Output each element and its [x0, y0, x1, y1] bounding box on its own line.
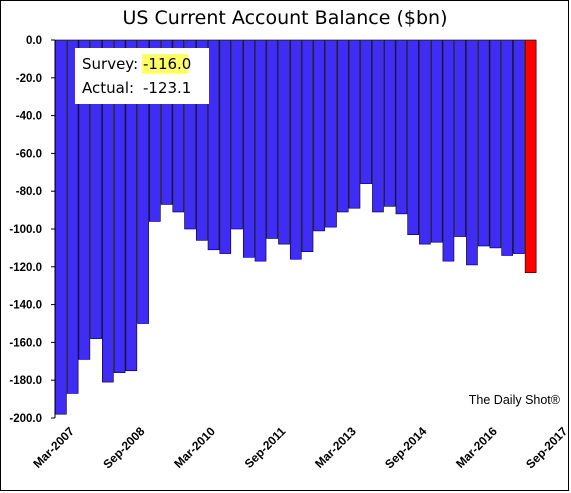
bars	[55, 39, 537, 415]
bar	[430, 39, 443, 243]
y-tick-label: -180.0	[9, 375, 42, 387]
bar	[466, 39, 478, 266]
survey-label: Survey:	[82, 55, 138, 73]
y-tick-label: -60.0	[16, 148, 42, 160]
bar	[454, 39, 466, 237]
bar	[372, 39, 384, 213]
bar	[348, 39, 361, 209]
bar	[113, 39, 126, 373]
y-tick-label: -40.0	[16, 111, 42, 123]
bar	[477, 39, 490, 247]
bar	[184, 39, 196, 230]
bar	[137, 39, 149, 324]
y-tick-label: -20.0	[16, 73, 42, 85]
actual-value: -123.1	[143, 79, 191, 97]
x-tick-label: Sep-2014	[382, 424, 429, 471]
bar	[219, 39, 232, 254]
bar	[55, 39, 67, 415]
y-tick-label: 0.0	[26, 35, 42, 47]
bar	[78, 39, 91, 360]
x-tick-label: Sep-2017	[523, 424, 570, 471]
bar	[266, 39, 279, 239]
bar	[313, 39, 326, 232]
bar	[325, 39, 337, 228]
x-tick-label: Sep-2011	[242, 424, 289, 471]
y-axis: 0.0 -20.0 -40.0 -60.0 -80.0 -100.0 -120.0 -140.…	[9, 35, 56, 425]
bar-latest	[524, 39, 537, 273]
bar	[289, 39, 302, 260]
y-tick-label: -200.0	[9, 413, 42, 425]
y-tick-label: -80.0	[16, 186, 42, 198]
bar	[125, 39, 138, 372]
x-axis: Mar-2007 Sep-2008 Mar-2010 Sep-2011 Mar-2013…	[30, 424, 570, 471]
bar	[66, 39, 79, 394]
legend-box: Survey: -116.0 Actual: -123.1	[75, 48, 209, 104]
bar	[207, 39, 220, 251]
bar	[278, 39, 290, 245]
bar	[442, 39, 455, 262]
x-tick-label: Sep-2008	[100, 424, 147, 471]
bar	[172, 39, 185, 213]
bar	[149, 39, 161, 222]
bar	[301, 39, 314, 252]
x-tick-label: Mar-2007	[30, 424, 77, 471]
bar	[254, 39, 267, 262]
bar	[513, 39, 525, 254]
x-tick-label: Mar-2013	[312, 424, 359, 471]
y-tick-label: -140.0	[9, 300, 42, 312]
y-tick-label: -160.0	[9, 337, 42, 349]
bar	[383, 39, 396, 207]
chart-title: US Current Account Balance ($bn)	[123, 7, 448, 29]
bar	[160, 39, 173, 205]
survey-highlight	[142, 54, 188, 73]
survey-value: -116.0	[143, 55, 191, 73]
bar	[395, 39, 408, 215]
x-tick-label: Mar-2016	[453, 424, 500, 471]
bar	[360, 39, 373, 184]
bar	[195, 39, 208, 241]
bar	[336, 39, 349, 213]
bar	[489, 39, 502, 249]
bar	[501, 39, 513, 256]
bar	[231, 39, 243, 230]
bar	[407, 39, 420, 235]
source-credit: The Daily Shot®	[469, 393, 561, 407]
bar	[242, 39, 255, 258]
actual-label: Actual:	[82, 79, 134, 97]
y-tick-label: -120.0	[9, 262, 42, 274]
bar	[90, 39, 102, 339]
x-tick-label: Mar-2010	[171, 424, 218, 471]
bar	[419, 39, 431, 245]
y-tick-label: -100.0	[9, 224, 42, 236]
bar	[102, 39, 114, 383]
